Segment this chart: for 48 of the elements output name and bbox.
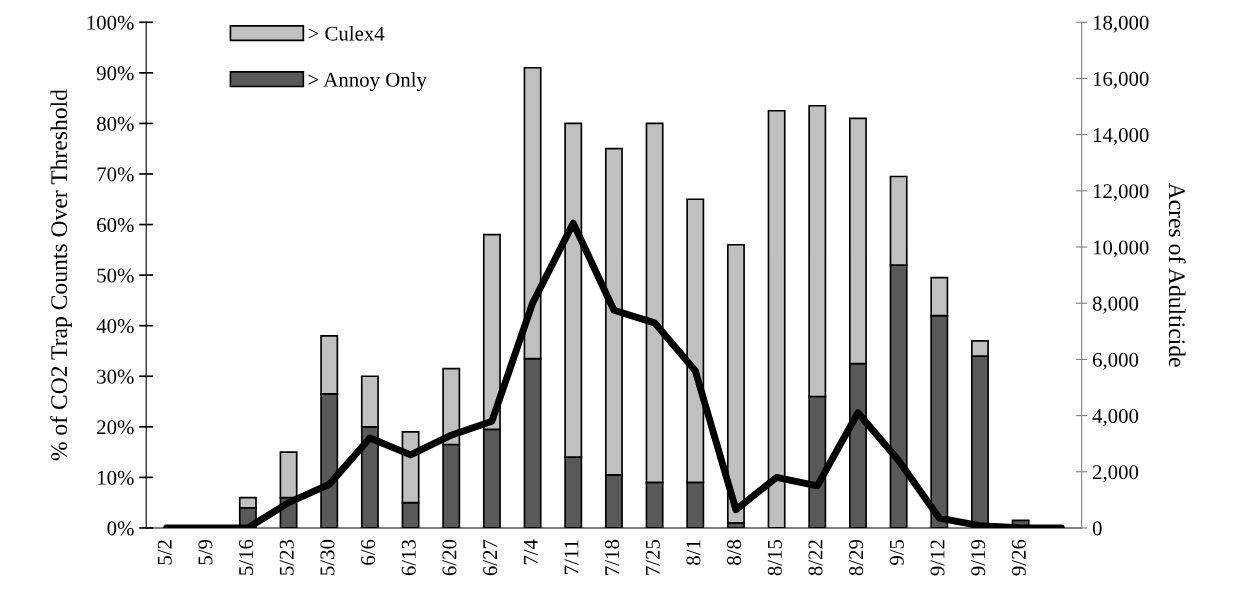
- y2-tick-label: 4,000: [1092, 408, 1139, 427]
- x-tick-label: 8/15: [767, 539, 782, 576]
- y2-tick-label: 14,000: [1093, 128, 1149, 146]
- y-tick-label: 10%: [98, 470, 134, 485]
- y-tick-label: 20%: [97, 420, 134, 435]
- x-tick-label: 8/22: [808, 540, 823, 576]
- y-tick-label: 70%: [97, 167, 134, 182]
- y2-tick-label: 18,000: [1093, 15, 1149, 33]
- x-tick-label: 6/13: [401, 539, 416, 576]
- x-tick-label: 5/23: [279, 539, 294, 575]
- x-tick-label: 9/12: [930, 540, 945, 576]
- x-tick-label: 8/29: [849, 539, 864, 576]
- x-tick-label: 9/26: [1011, 539, 1026, 576]
- y-tick-label: 100%: [87, 15, 134, 30]
- x-tick-label: 8/8: [727, 539, 742, 565]
- y2-tick-label: 12,000: [1093, 184, 1149, 202]
- x-tick-label: 7/18: [605, 539, 620, 575]
- y-tick-label: 40%: [96, 319, 134, 334]
- x-tick-label: 6/20: [442, 539, 457, 576]
- y-tick-label: 0%: [107, 521, 134, 536]
- x-tick-label: 7/4: [523, 539, 538, 565]
- y-axis-title: % of CO2 Trap Counts Over Threshold: [50, 89, 72, 461]
- x-tick-label: 8/1: [686, 540, 701, 565]
- y2-tick-label: 8,000: [1092, 296, 1139, 314]
- y-tick-label: 80%: [97, 116, 134, 131]
- y2-axis-title: Acres of Adulticide: [1168, 182, 1186, 367]
- x-tick-label: 5/2: [157, 540, 172, 565]
- x-tick-label: 5/30: [320, 539, 335, 575]
- y2-tick-label: 6,000: [1092, 352, 1139, 370]
- y-tick-label: 90%: [96, 66, 134, 81]
- x-tick-label: 6/6: [361, 539, 376, 565]
- y-tick-label: 50%: [97, 268, 134, 283]
- y2-tick-label: 0: [1092, 521, 1102, 536]
- bar: [726, 243, 745, 524]
- x-tick-label: 9/19: [971, 539, 986, 576]
- y2-tick-label: 2,000: [1092, 465, 1139, 483]
- y2-tick-label: 16,000: [1093, 71, 1149, 89]
- x-tick-label: 7/25: [645, 539, 660, 575]
- y-tick-label: 30%: [97, 369, 134, 384]
- y-tick-label: 60%: [97, 217, 134, 233]
- x-tick-label: 7/11: [564, 540, 579, 574]
- x-tick-label: 5/16: [239, 539, 254, 575]
- y2-tick-label: 10,000: [1093, 240, 1149, 258]
- x-tick-label: 6/27: [483, 539, 498, 576]
- x-tick-label: 5/9: [198, 539, 213, 565]
- legend-label: > Culex4: [308, 25, 385, 41]
- legend-label: > Annoy Only: [308, 72, 427, 92]
- x-tick-label: 9/5: [889, 539, 904, 566]
